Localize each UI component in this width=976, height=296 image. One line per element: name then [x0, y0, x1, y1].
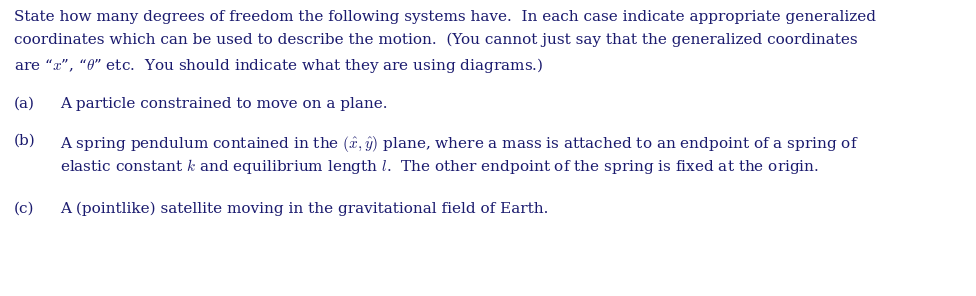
Text: A (pointlike) satellite moving in the gravitational field of Earth.: A (pointlike) satellite moving in the gr… — [60, 202, 549, 216]
Text: (a): (a) — [14, 97, 35, 111]
Text: State how many degrees of freedom the following systems have.  In each case indi: State how many degrees of freedom the fo… — [14, 10, 876, 24]
Text: coordinates which can be used to describe the motion.  (You cannot just say that: coordinates which can be used to describ… — [14, 33, 858, 47]
Text: (b): (b) — [14, 134, 36, 148]
Text: A spring pendulum contained in the $(\hat{x}, \hat{y})$ plane, where a mass is a: A spring pendulum contained in the $(\ha… — [60, 134, 859, 154]
Text: (c): (c) — [14, 202, 34, 215]
Text: A particle constrained to move on a plane.: A particle constrained to move on a plan… — [60, 97, 387, 111]
Text: elastic constant $k$ and equilibrium length $l$.  The other endpoint of the spri: elastic constant $k$ and equilibrium len… — [60, 157, 819, 176]
Text: are “$x$”, “$\theta$” etc.  You should indicate what they are using diagrams.): are “$x$”, “$\theta$” etc. You should in… — [14, 56, 544, 75]
